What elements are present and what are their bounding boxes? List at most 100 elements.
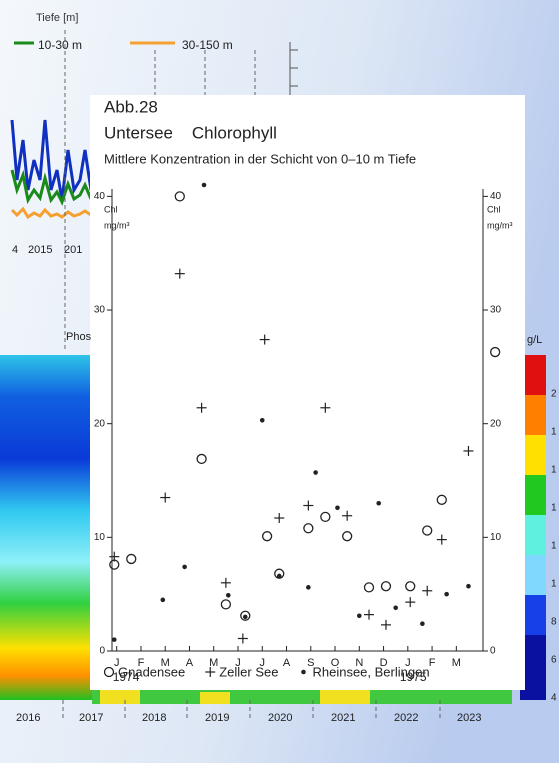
colorbar-label: 1 <box>551 579 557 590</box>
point <box>320 402 331 413</box>
y-tick-label: 10 <box>94 532 106 543</box>
point <box>380 581 392 592</box>
point <box>364 609 374 620</box>
point <box>436 494 447 505</box>
legend-label: 10-30 m <box>38 38 82 52</box>
point <box>259 417 265 423</box>
point <box>380 619 391 630</box>
point <box>405 581 416 592</box>
point <box>489 346 501 358</box>
y2-axis-label: Chl <box>487 204 501 214</box>
x-tick-label: F <box>138 657 145 669</box>
legend-label: Gnadensee <box>118 664 185 679</box>
x-tick-label: J <box>114 657 120 669</box>
point <box>240 610 251 621</box>
point <box>111 637 117 642</box>
year-label: 1974 <box>113 670 140 684</box>
x-tick-label: 2016 <box>16 712 40 724</box>
colorbar-label: 1 <box>551 465 557 476</box>
x-tick-label: M <box>209 657 218 669</box>
legend-title: Tiefe [m] <box>36 12 78 24</box>
point <box>126 553 137 565</box>
y2-tick-label: 40 <box>490 191 502 202</box>
x-tick-label: 2020 <box>268 712 292 724</box>
point <box>205 667 216 677</box>
point <box>422 525 433 536</box>
point <box>342 510 353 521</box>
chart-subtitle: Mittlere Konzentration in der Schicht vo… <box>104 151 416 166</box>
year-label: 1975 <box>400 670 427 684</box>
colorbar-label: 6 <box>551 655 557 666</box>
point <box>301 669 306 675</box>
heatmap-patch <box>100 690 370 704</box>
colorbar-label: 2 <box>551 389 557 400</box>
legend-label: Rheinsee, Berlingen <box>312 664 429 679</box>
x-tick-label: 4 <box>12 244 18 256</box>
chart-panel <box>90 95 525 690</box>
point <box>109 551 120 562</box>
colorbar-unit: g/L <box>527 334 542 346</box>
colorbar-label: 4 <box>551 693 557 704</box>
y-tick-label: 20 <box>94 418 106 429</box>
point <box>174 191 185 202</box>
x-tick-label: 201 <box>64 244 82 256</box>
point <box>466 583 471 589</box>
point <box>393 605 398 611</box>
x-tick-label: 2023 <box>457 712 481 724</box>
point <box>320 511 331 523</box>
colorbar-label: 1 <box>551 427 557 438</box>
point <box>103 666 115 678</box>
legend-label: 30-150 m <box>182 38 233 52</box>
x-tick-label: 2022 <box>394 712 418 724</box>
x-tick-label: 2021 <box>331 712 355 724</box>
y2-tick-label: 0 <box>490 646 496 657</box>
point <box>422 585 433 596</box>
point <box>420 621 425 627</box>
trace <box>10 206 92 220</box>
point <box>274 513 285 524</box>
y-tick-label: 30 <box>94 305 106 316</box>
y-axis-unit: mg/m³ <box>104 220 130 230</box>
point <box>237 633 248 644</box>
y2-tick-label: 30 <box>490 305 502 316</box>
y-axis-label: Chl <box>104 204 118 214</box>
axis-fragment <box>289 42 298 112</box>
trace <box>10 169 93 206</box>
point <box>196 453 207 465</box>
point <box>276 573 282 579</box>
x-tick-label: 2015 <box>28 244 52 256</box>
point <box>201 182 207 188</box>
colorbar-label: 8 <box>551 617 557 628</box>
point <box>463 445 474 456</box>
x-tick-label: A <box>186 657 194 669</box>
point <box>335 505 340 511</box>
x-tick-label: O <box>331 657 340 669</box>
heatmap-strip <box>92 690 512 704</box>
colorbar-label: 1 <box>551 541 557 552</box>
x-tick-label: J <box>235 657 241 669</box>
point <box>220 599 232 610</box>
y2-tick-label: 20 <box>490 418 502 429</box>
point <box>356 613 362 619</box>
heatmap-fragment <box>0 355 92 700</box>
trace <box>10 119 93 201</box>
x-tick-label: D <box>380 657 388 669</box>
point <box>303 523 314 534</box>
point <box>196 402 207 413</box>
x-tick-label: M <box>452 657 461 669</box>
x-tick-label: M <box>161 657 170 669</box>
legend-label: Zeller See <box>219 664 278 679</box>
x-tick-label: 2017 <box>79 712 103 724</box>
y2-tick-label: 10 <box>490 532 502 543</box>
figure-label: Abb.28 <box>104 97 158 116</box>
point <box>160 597 166 603</box>
colorbar-label: 1 <box>551 503 557 514</box>
point <box>436 534 447 545</box>
point <box>313 470 318 475</box>
point <box>160 492 171 503</box>
point <box>405 597 416 608</box>
x-tick-label: N <box>355 657 363 669</box>
heatmap-title: Phos <box>66 331 92 343</box>
point <box>444 591 449 597</box>
